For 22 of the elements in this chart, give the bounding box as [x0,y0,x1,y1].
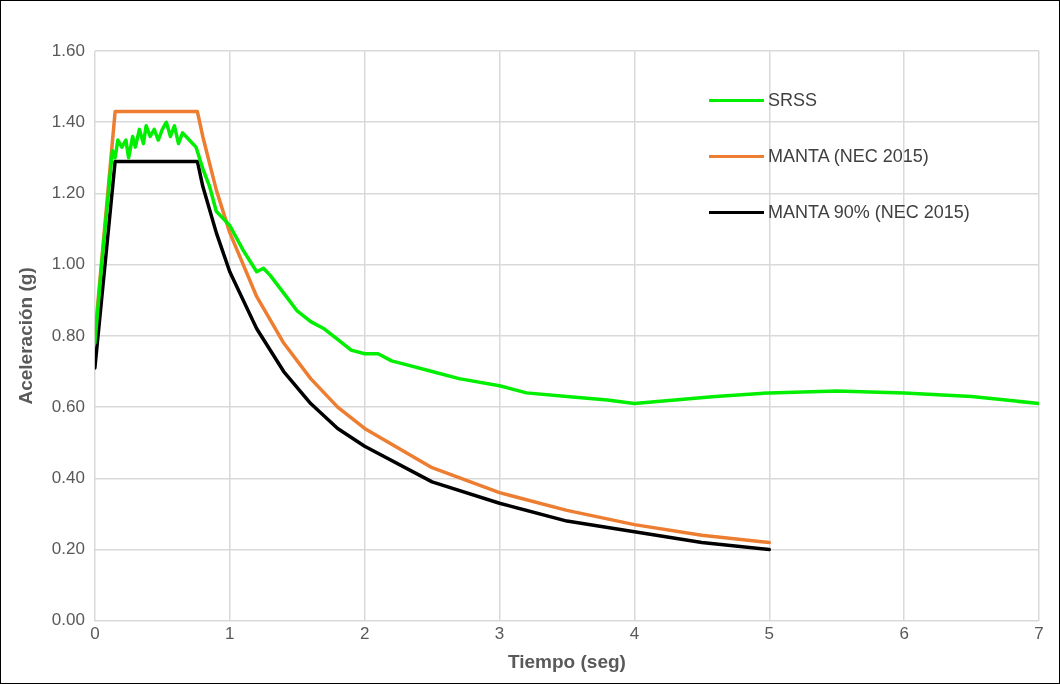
y-tick-label: 0.00 [51,610,85,630]
y-tick-label: 0.40 [51,468,85,488]
x-tick-label: 7 [1034,623,1044,643]
legend-label: MANTA (NEC 2015) [768,145,929,167]
x-tick-label: 6 [899,623,909,643]
legend-label: MANTA 90% (NEC 2015) [768,201,970,223]
x-tick-label: 1 [225,623,235,643]
y-tick-label: 0.80 [51,325,85,345]
legend-label: SRSS [768,89,818,111]
x-tick-label: 2 [359,623,370,643]
y-axis-title: Aceleración (g) [14,267,36,405]
x-tick-label: 3 [494,623,505,643]
y-tick-label: 0.60 [51,396,85,416]
x-tick-label: 0 [90,623,100,643]
y-tick-label: 1.20 [51,183,85,203]
x-axis-title: Tiempo (seg) [508,650,626,672]
y-tick-label: 1.40 [51,111,85,131]
x-tick-label: 5 [764,623,774,643]
y-tick-label: 0.20 [51,539,85,559]
y-tick-label: 1.60 [51,40,85,60]
x-tick-label: 4 [629,623,640,643]
y-tick-label: 1.00 [51,254,85,274]
